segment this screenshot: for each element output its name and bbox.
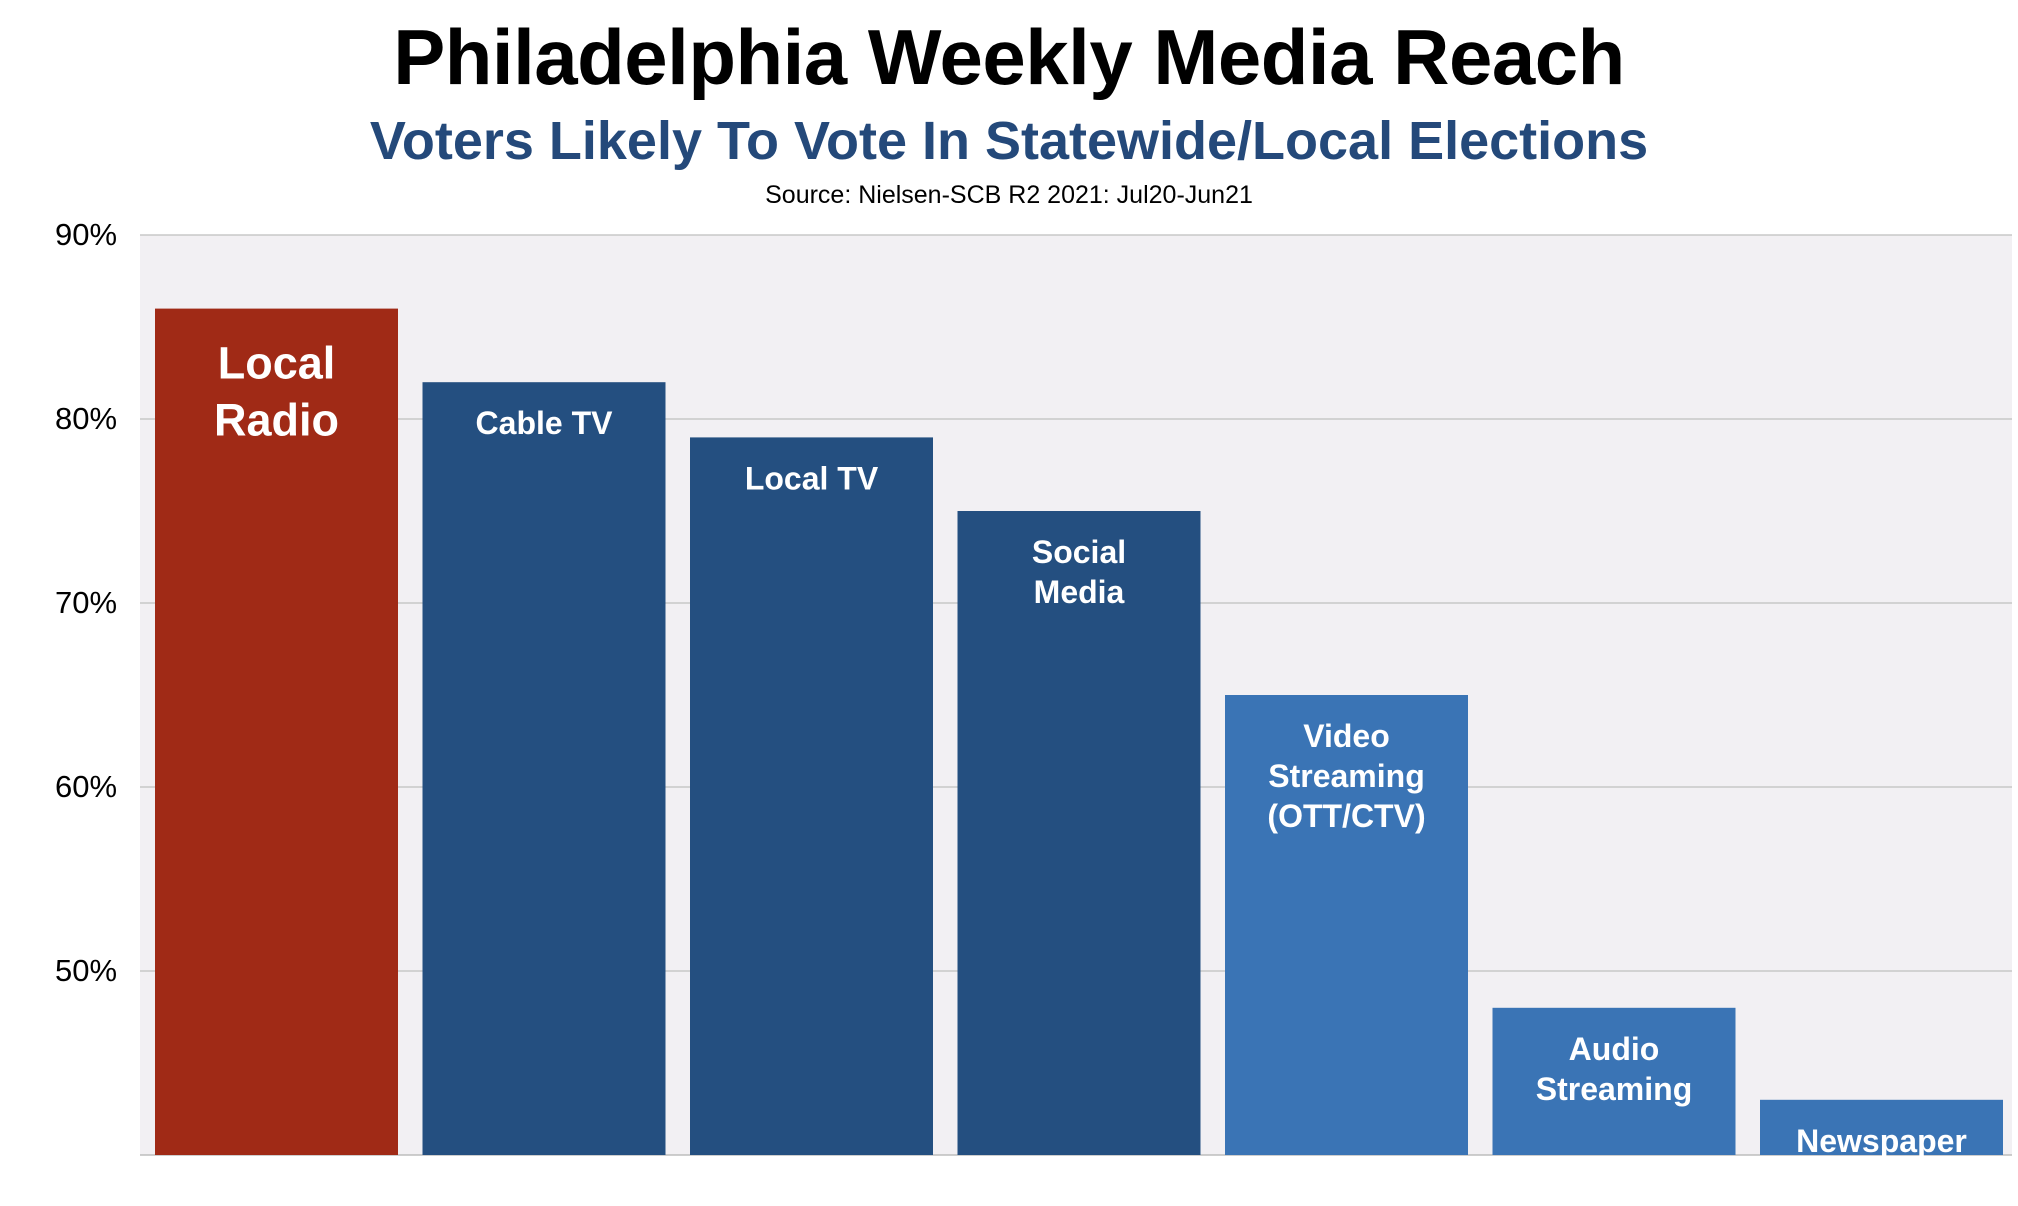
y-tick-label: 70% [55, 585, 117, 620]
bar-label: Social Media [1032, 534, 1126, 610]
chart-title: Philadelphia Weekly Media Reach [393, 13, 1625, 101]
bar [1492, 1007, 1736, 1155]
bar [957, 511, 1201, 1155]
bar [1760, 1099, 2003, 1155]
chart-source-note: Source: Nielsen-SCB R2 2021: Jul20-Jun21 [765, 181, 1253, 209]
chart-subtitle: Voters Likely To Vote In Statewide/Local… [369, 111, 1649, 171]
y-tick-label: 80% [55, 401, 117, 436]
bar-label: Video Streaming (OTT/CTV) [1267, 718, 1425, 834]
bar-label: Audio Streaming [1536, 1031, 1692, 1107]
bar [690, 437, 933, 1155]
bar-label: Local TV [745, 460, 879, 496]
y-tick-label: 50% [55, 953, 117, 988]
bar [1225, 695, 1468, 1155]
bar [422, 382, 666, 1155]
bar-label: Local Radio [214, 338, 339, 446]
bars [155, 308, 2003, 1156]
bar-label: Cable TV [476, 405, 614, 441]
bar [155, 308, 398, 1156]
bar-labels: Local Radio Cable TV Local TV Social Media Vid… [214, 338, 1967, 1159]
bar-label: Newspaper [1796, 1123, 1967, 1159]
y-tick-label: 90% [55, 217, 117, 252]
y-axis-ticks: 90% 80% 70% 60% 50% [55, 217, 117, 988]
y-tick-label: 60% [55, 769, 117, 804]
